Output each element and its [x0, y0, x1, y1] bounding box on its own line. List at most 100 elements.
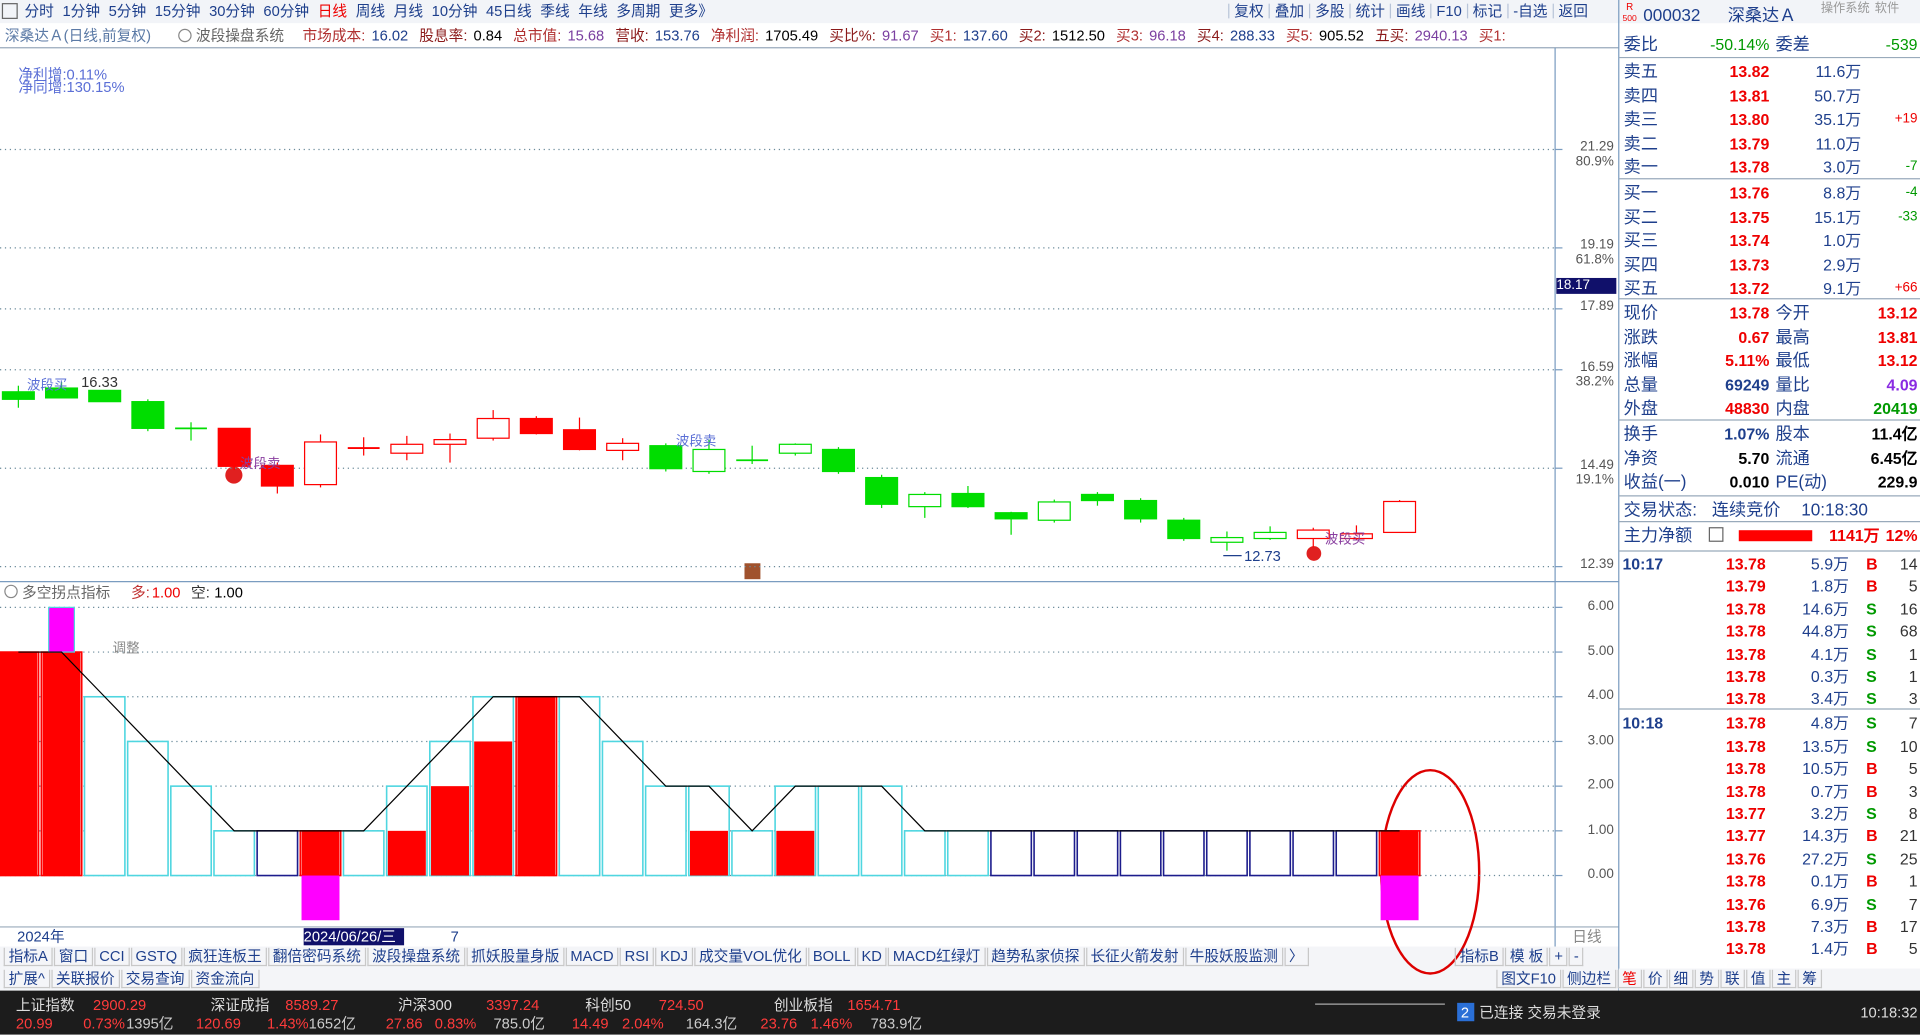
toolbar-button[interactable]: 画线	[1389, 4, 1430, 19]
indicator-tab[interactable]: 趋势私家侦探	[986, 947, 1085, 967]
toolbar-button[interactable]: F10	[1430, 4, 1466, 19]
indicator-value: 1.00	[151, 584, 181, 602]
period-tab[interactable]: 5分钟	[108, 2, 147, 20]
tick-count: 68	[1899, 622, 1918, 641]
indicator-tab[interactable]: KD	[856, 947, 887, 967]
stat-label: 量比	[1775, 374, 1810, 394]
function-tab[interactable]: 主	[1771, 969, 1797, 989]
indicator-tab[interactable]: 抓妖股量身版	[466, 947, 565, 967]
function-tab[interactable]: 联	[1720, 969, 1745, 989]
period-tab[interactable]: 15分钟	[154, 2, 201, 20]
info-label: 总市值:	[513, 26, 562, 45]
toolbar-button[interactable]: 复权	[1228, 4, 1268, 19]
book-label: 买五	[1623, 277, 1658, 298]
function-tab[interactable]: 筹	[1797, 969, 1822, 989]
period-tab[interactable]: 分时	[24, 2, 54, 20]
indicator-tab[interactable]: +	[1549, 947, 1568, 967]
period-tab[interactable]: 年线	[578, 2, 608, 20]
indicator-tab[interactable]: 疯狂连板王	[183, 947, 267, 967]
function-tab[interactable]: 资金流向	[190, 969, 260, 989]
function-tab[interactable]: 细	[1668, 969, 1694, 989]
signal-icon	[1306, 546, 1322, 561]
pct-tick-label: 61.8%	[1575, 252, 1614, 268]
indicator-tab[interactable]: BOLL	[807, 947, 856, 967]
period-tab[interactable]: 周线	[355, 2, 386, 20]
index-price: 724.50	[658, 996, 704, 1014]
y-tick-label: 4.00	[1587, 688, 1614, 703]
tick-count: 21	[1899, 826, 1918, 846]
function-tab[interactable]: 图文F10	[1496, 969, 1561, 989]
period-tab[interactable]: 30分钟	[209, 2, 255, 20]
indicator-tab[interactable]: 〉	[1283, 947, 1309, 967]
period-tab[interactable]: 日线	[317, 2, 348, 20]
function-tab[interactable]: 笔	[1617, 969, 1642, 989]
stat-label: 内盘	[1775, 397, 1810, 418]
tick-side: B	[1866, 759, 1878, 778]
value: -50.14%	[1710, 35, 1770, 54]
period-tab[interactable]: 季线	[540, 2, 570, 20]
toolbar-button[interactable]: 返回	[1552, 4, 1592, 19]
indicator-tab[interactable]: 成交量VOL优化	[694, 947, 807, 967]
indicator-tab[interactable]: 波段操盘系统	[367, 947, 466, 967]
period-tab[interactable]: 多周期	[616, 2, 661, 20]
indicator-tab[interactable]: 牛股妖股监测	[1184, 947, 1283, 967]
indicator-tab[interactable]: RSI	[619, 947, 655, 967]
period-tab[interactable]: 45日线	[485, 2, 532, 20]
indicator-tab[interactable]: MACD红绿灯	[887, 947, 986, 967]
tick-count: 3	[1908, 689, 1918, 709]
indicator-tab[interactable]: MACD	[565, 947, 619, 967]
function-tab[interactable]: 值	[1745, 969, 1771, 989]
signal-label: 波段卖	[240, 456, 281, 472]
tick-side: S	[1866, 714, 1877, 733]
kong-bar	[83, 695, 126, 877]
tick-count: 5	[1908, 759, 1918, 778]
date-label: 7	[450, 928, 459, 946]
duo-bar	[387, 830, 426, 876]
tick-time: 10:18	[1622, 714, 1664, 733]
toolbar-button[interactable]: 多股	[1309, 4, 1349, 19]
toolbar-button[interactable]: 标记	[1466, 4, 1507, 19]
indicator-tab[interactable]: KDJ	[655, 947, 693, 967]
indicator-tab[interactable]: 指标A	[3, 947, 53, 967]
function-tab[interactable]: 侧边栏	[1562, 969, 1616, 989]
indicator-tab[interactable]: 长征火箭发射	[1085, 947, 1184, 967]
index-price: 2900.29	[93, 996, 147, 1014]
tag: 操作系统	[1820, 2, 1870, 16]
indicator-tab[interactable]: 翻倍密码系统	[267, 947, 366, 967]
index-price: 3397.24	[486, 996, 540, 1014]
indicator-tab[interactable]: -	[1569, 947, 1584, 967]
toolbar-button[interactable]: -自选	[1507, 4, 1552, 19]
tick-side: B	[1866, 781, 1878, 801]
icon	[1708, 527, 1724, 542]
toolbar-button[interactable]: 统计	[1349, 4, 1389, 19]
indicator-tab[interactable]: 指标B	[1454, 947, 1504, 967]
function-tab[interactable]: 势	[1694, 969, 1719, 989]
candle-body	[303, 441, 338, 486]
period-tab[interactable]: 1分钟	[62, 2, 101, 20]
indicator-tab[interactable]: 窗口	[53, 947, 94, 967]
function-tab[interactable]: 交易查询	[120, 969, 190, 989]
function-tab[interactable]: 价	[1642, 969, 1668, 989]
tick-volume: 14.3万	[1802, 826, 1849, 846]
period-tab[interactable]: 月线	[393, 2, 424, 20]
toolbar-button[interactable]: 叠加	[1268, 4, 1309, 19]
index-pct: 0.73%	[83, 1015, 125, 1033]
stat-label: 换手	[1623, 423, 1658, 444]
period-tab[interactable]: 10分钟	[431, 2, 478, 20]
stat-label: 涨跌	[1623, 326, 1658, 346]
info-label: 买4:	[1196, 26, 1224, 45]
indicator-tab[interactable]: 模 板	[1504, 947, 1549, 967]
tick-volume: 4.8万	[1810, 714, 1849, 733]
period-tab[interactable]: 更多》	[668, 2, 714, 20]
candle-body	[692, 448, 726, 473]
tick-price: 13.76	[1725, 894, 1766, 913]
info-value: 16.02	[371, 26, 409, 45]
indicator-tab[interactable]: GSTQ	[130, 947, 183, 967]
tick-price: 13.78	[1725, 622, 1766, 641]
index-pct: 1.46%	[810, 1015, 853, 1033]
indicator-tab[interactable]: CCI	[94, 947, 130, 967]
function-tab[interactable]: 扩展^	[3, 969, 50, 989]
period-tab[interactable]: 60分钟	[263, 2, 310, 20]
tick-volume: 13.5万	[1802, 736, 1849, 756]
function-tab[interactable]: 关联报价	[50, 969, 120, 989]
